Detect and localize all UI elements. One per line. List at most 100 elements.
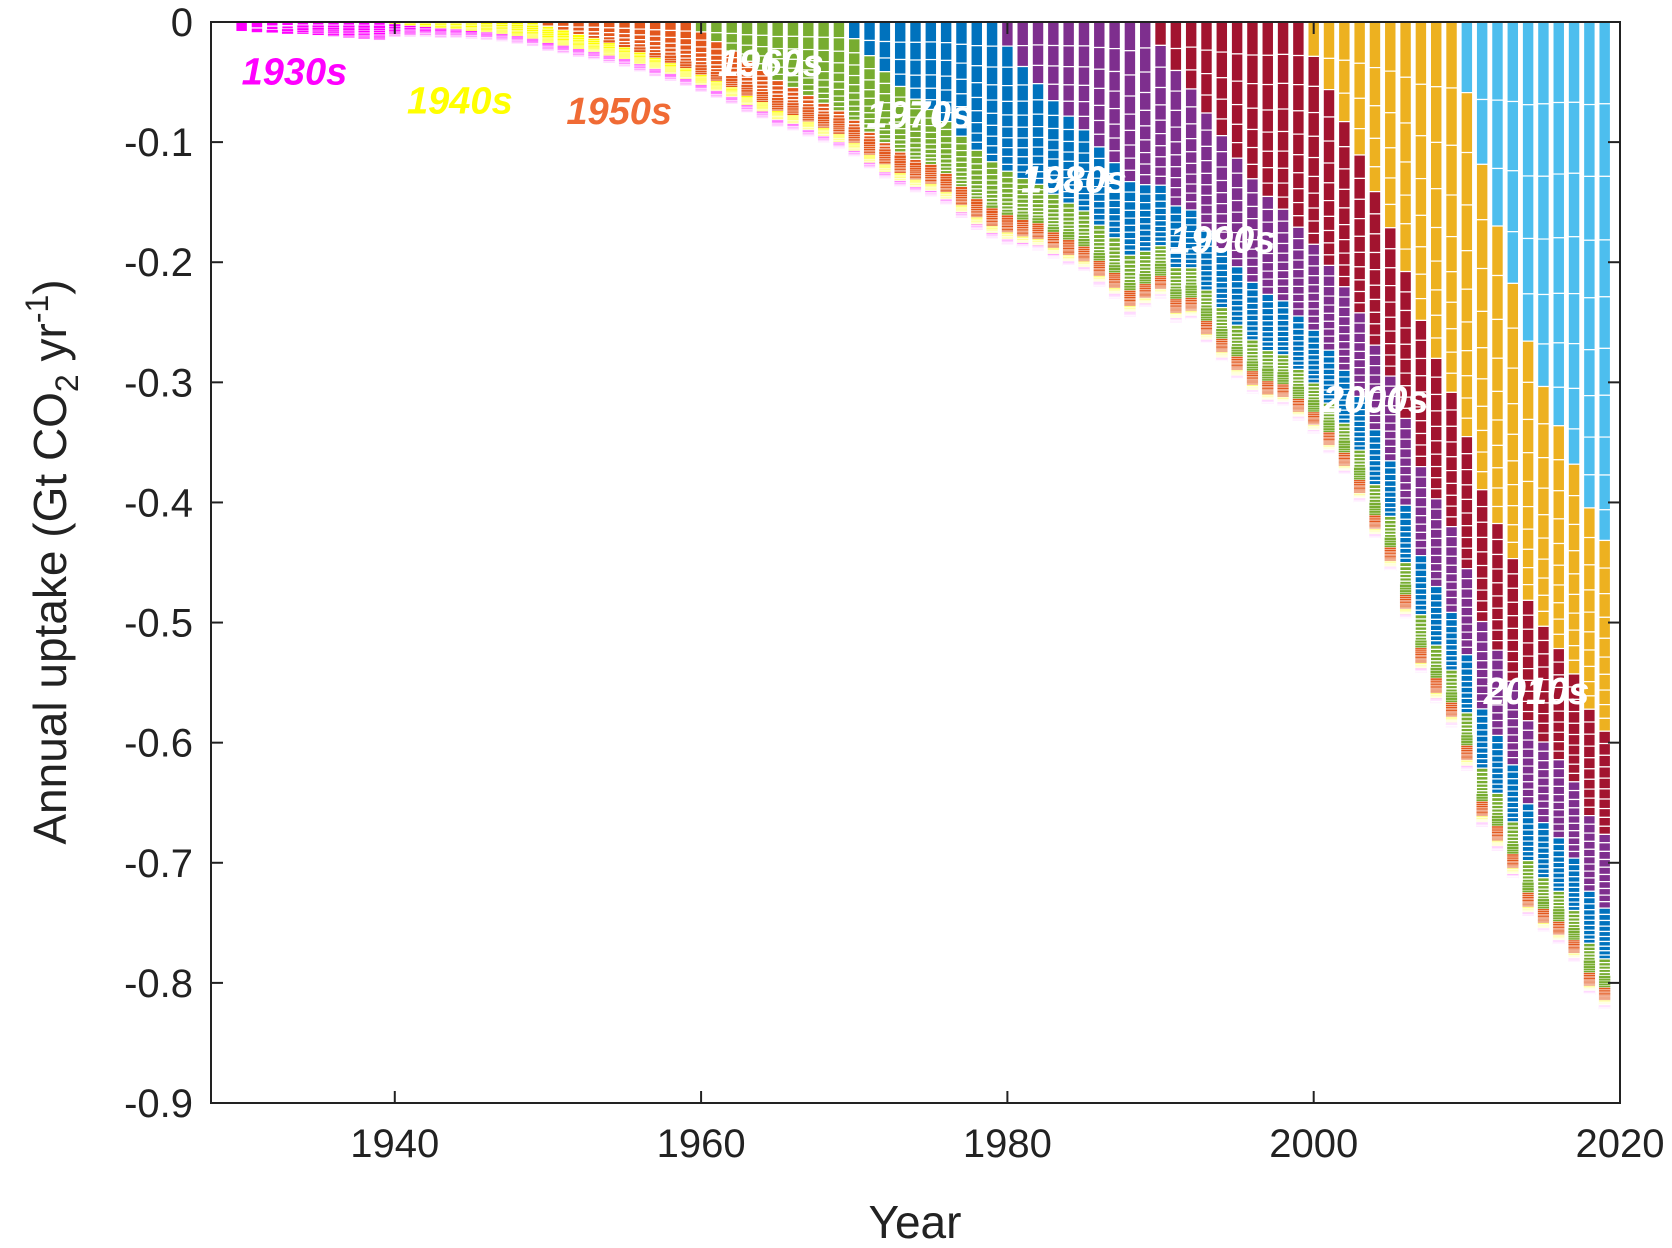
y-tick-label-1: -0.1 (124, 121, 193, 165)
bar-segment-2011-from-1988 (1475, 631, 1489, 643)
bar-segment-1983-from-1954 (1047, 241, 1060, 244)
bar-segment-2013-from-1996 (1506, 601, 1520, 617)
bar-segment-2002-from-1963 (1338, 442, 1351, 447)
bar-segment-1981-from-1976 (1016, 114, 1030, 128)
bar-segment-1991-from-1963 (1169, 288, 1182, 293)
bar-segment-1933-from-1932 (281, 25, 295, 30)
bar-segment-2002-from-2000 (1337, 92, 1351, 123)
bar-segment-2017-from-1975 (1567, 881, 1581, 889)
bar-segment-1973-from-1951 (894, 170, 907, 173)
bar-segment-2004-from-2002 (1368, 105, 1382, 139)
bar-segment-2011-from-1973 (1475, 747, 1489, 755)
bar-segment-1986-from-1970 (1092, 219, 1106, 226)
bar-segment-1973-from-1971 (893, 58, 907, 75)
bar-segment-2011-from-1958 (1476, 803, 1489, 806)
bar-segment-1999-from-1993 (1291, 172, 1305, 190)
bar-segment-2012-from-1997 (1491, 553, 1504, 570)
bar-segment-2001-from-1980 (1322, 342, 1336, 351)
bar-segment-1996-from-1963 (1246, 360, 1259, 365)
bar-segment-2019-from-1990 (1598, 825, 1612, 835)
bar-segment-2000-from-1996 (1307, 135, 1321, 159)
bar-segment-1997-from-1979 (1261, 293, 1275, 303)
bar-segment-1981-from-1962 (1016, 210, 1030, 215)
bar-segment-1998-from-1998 (1276, 21, 1290, 56)
bar-segment-1982-from-1976 (1031, 126, 1045, 139)
bar-segment-2011-from-1959 (1476, 801, 1489, 804)
bar-segment-2016-from-1963 (1552, 911, 1565, 915)
bar-segment-2007-from-1979 (1414, 554, 1428, 564)
bar-segment-2006-from-1988 (1399, 428, 1413, 440)
bar-segment-2001-from-1998 (1322, 116, 1336, 142)
bar-segment-2012-from-2011 (1491, 99, 1504, 170)
bar-segment-1956-from-1952 (633, 43, 647, 48)
bar-segment-1984-from-1982 (1062, 66, 1076, 86)
bar-segment-1948-from-1944 (511, 30, 524, 33)
bar-segment-1966-from-1955 (786, 102, 799, 106)
bar-segment-1951-from-1948 (557, 32, 570, 36)
bar-segment-1992-from-1986 (1184, 138, 1198, 153)
bar-segment-2008-from-2005 (1429, 188, 1443, 229)
bar-segment-1986-from-1969 (1092, 224, 1106, 231)
bar-segment-1981-from-1975 (1016, 126, 1030, 139)
bar-segment-1972-from-1955 (878, 154, 891, 157)
bar-segment-1998-from-1964 (1277, 371, 1290, 375)
bar-segment-2019-from-2007 (1598, 593, 1612, 618)
bar-segment-1974-from-1958 (909, 162, 922, 166)
bar-segment-2002-from-1995 (1337, 207, 1351, 226)
bar-segment-1998-from-1965 (1276, 368, 1290, 373)
bar-segment-1977-from-1974 (955, 78, 968, 95)
bar-segment-2016-from-1960 (1552, 919, 1565, 922)
bar-segment-2000-from-1979 (1307, 329, 1321, 338)
bar-segment-2010-from-1976 (1460, 674, 1474, 683)
bar-segment-2018-from-2008 (1582, 536, 1596, 566)
bar-segment-2011-from-1972 (1475, 752, 1489, 760)
bar-segment-1979-from-1972 (985, 135, 999, 147)
bar-segment-1996-from-1989 (1246, 178, 1259, 194)
bar-segment-1967-from-1961 (801, 84, 815, 92)
bar-segment-1988-from-1960 (1123, 287, 1136, 291)
bar-segment-2016-from-1956 (1552, 926, 1565, 929)
bar-segment-1982-from-1965 (1031, 203, 1045, 209)
bar-segment-2007-from-1999 (1414, 319, 1428, 341)
bar-segment-2011-from-1975 (1475, 735, 1489, 743)
bar-segment-1949-from-1944 (526, 32, 539, 35)
bar-segment-1991-from-1989 (1169, 69, 1183, 92)
bar-segment-2017-from-1957 (1568, 943, 1581, 946)
bar-segment-1988-from-1971 (1123, 244, 1137, 251)
bar-segment-2002-from-1990 (1337, 275, 1351, 288)
bar-segment-1985-from-1984 (1077, 45, 1091, 68)
bar-segment-1969-from-1958 (832, 114, 846, 119)
bar-segment-2015-from-1960 (1537, 906, 1550, 910)
y-tick-label-4: -0.4 (124, 481, 193, 525)
bar-segment-2010-from-2006 (1460, 250, 1474, 290)
bar-segment-2015-from-1976 (1536, 841, 1550, 849)
bar-segment-2015-from-1982 (1536, 800, 1550, 810)
bar-segment-2018-from-2004 (1582, 631, 1596, 651)
bar-segment-2015-from-1974 (1536, 852, 1550, 860)
bar-segment-1985-from-1955 (1077, 253, 1090, 256)
bar-segment-1985-from-1985 (1077, 21, 1091, 47)
bar-segment-2000-from-1971 (1307, 374, 1321, 380)
bar-segment-1936-from-1932 (327, 31, 340, 34)
bar-segment-2017-from-2003 (1567, 612, 1581, 631)
bar-segment-2010-from-2010 (1460, 21, 1474, 94)
bar-segment-2000-from-1970 (1307, 378, 1321, 384)
bar-segment-2002-from-1999 (1337, 121, 1351, 148)
bar-segment-1985-from-1962 (1077, 238, 1090, 242)
bar-segment-2018-from-1983 (1582, 863, 1596, 872)
bar-segment-2018-from-1992 (1582, 788, 1596, 799)
bar-segment-2015-from-2010 (1536, 343, 1550, 388)
bar-segment-2012-from-2008 (1491, 274, 1504, 321)
bar-segment-2001-from-1958 (1322, 433, 1336, 437)
bar-segment-1978-from-1968 (970, 156, 984, 165)
bar-segment-2005-from-1982 (1383, 438, 1397, 448)
bar-segment-2005-from-2004 (1383, 70, 1397, 114)
bar-segment-1995-from-1988 (1230, 172, 1244, 189)
bar-segment-2019-from-1958 (1598, 989, 1611, 992)
bar-segment-1972-from-1958 (878, 145, 892, 150)
bar-segment-1963-from-1963 (740, 21, 754, 36)
bar-segment-1987-from-1972 (1108, 220, 1122, 228)
bar-segment-1997-from-1962 (1261, 373, 1274, 377)
bar-segment-2015-from-1991 (1536, 722, 1550, 734)
bar-segment-2016-from-1983 (1552, 809, 1566, 818)
